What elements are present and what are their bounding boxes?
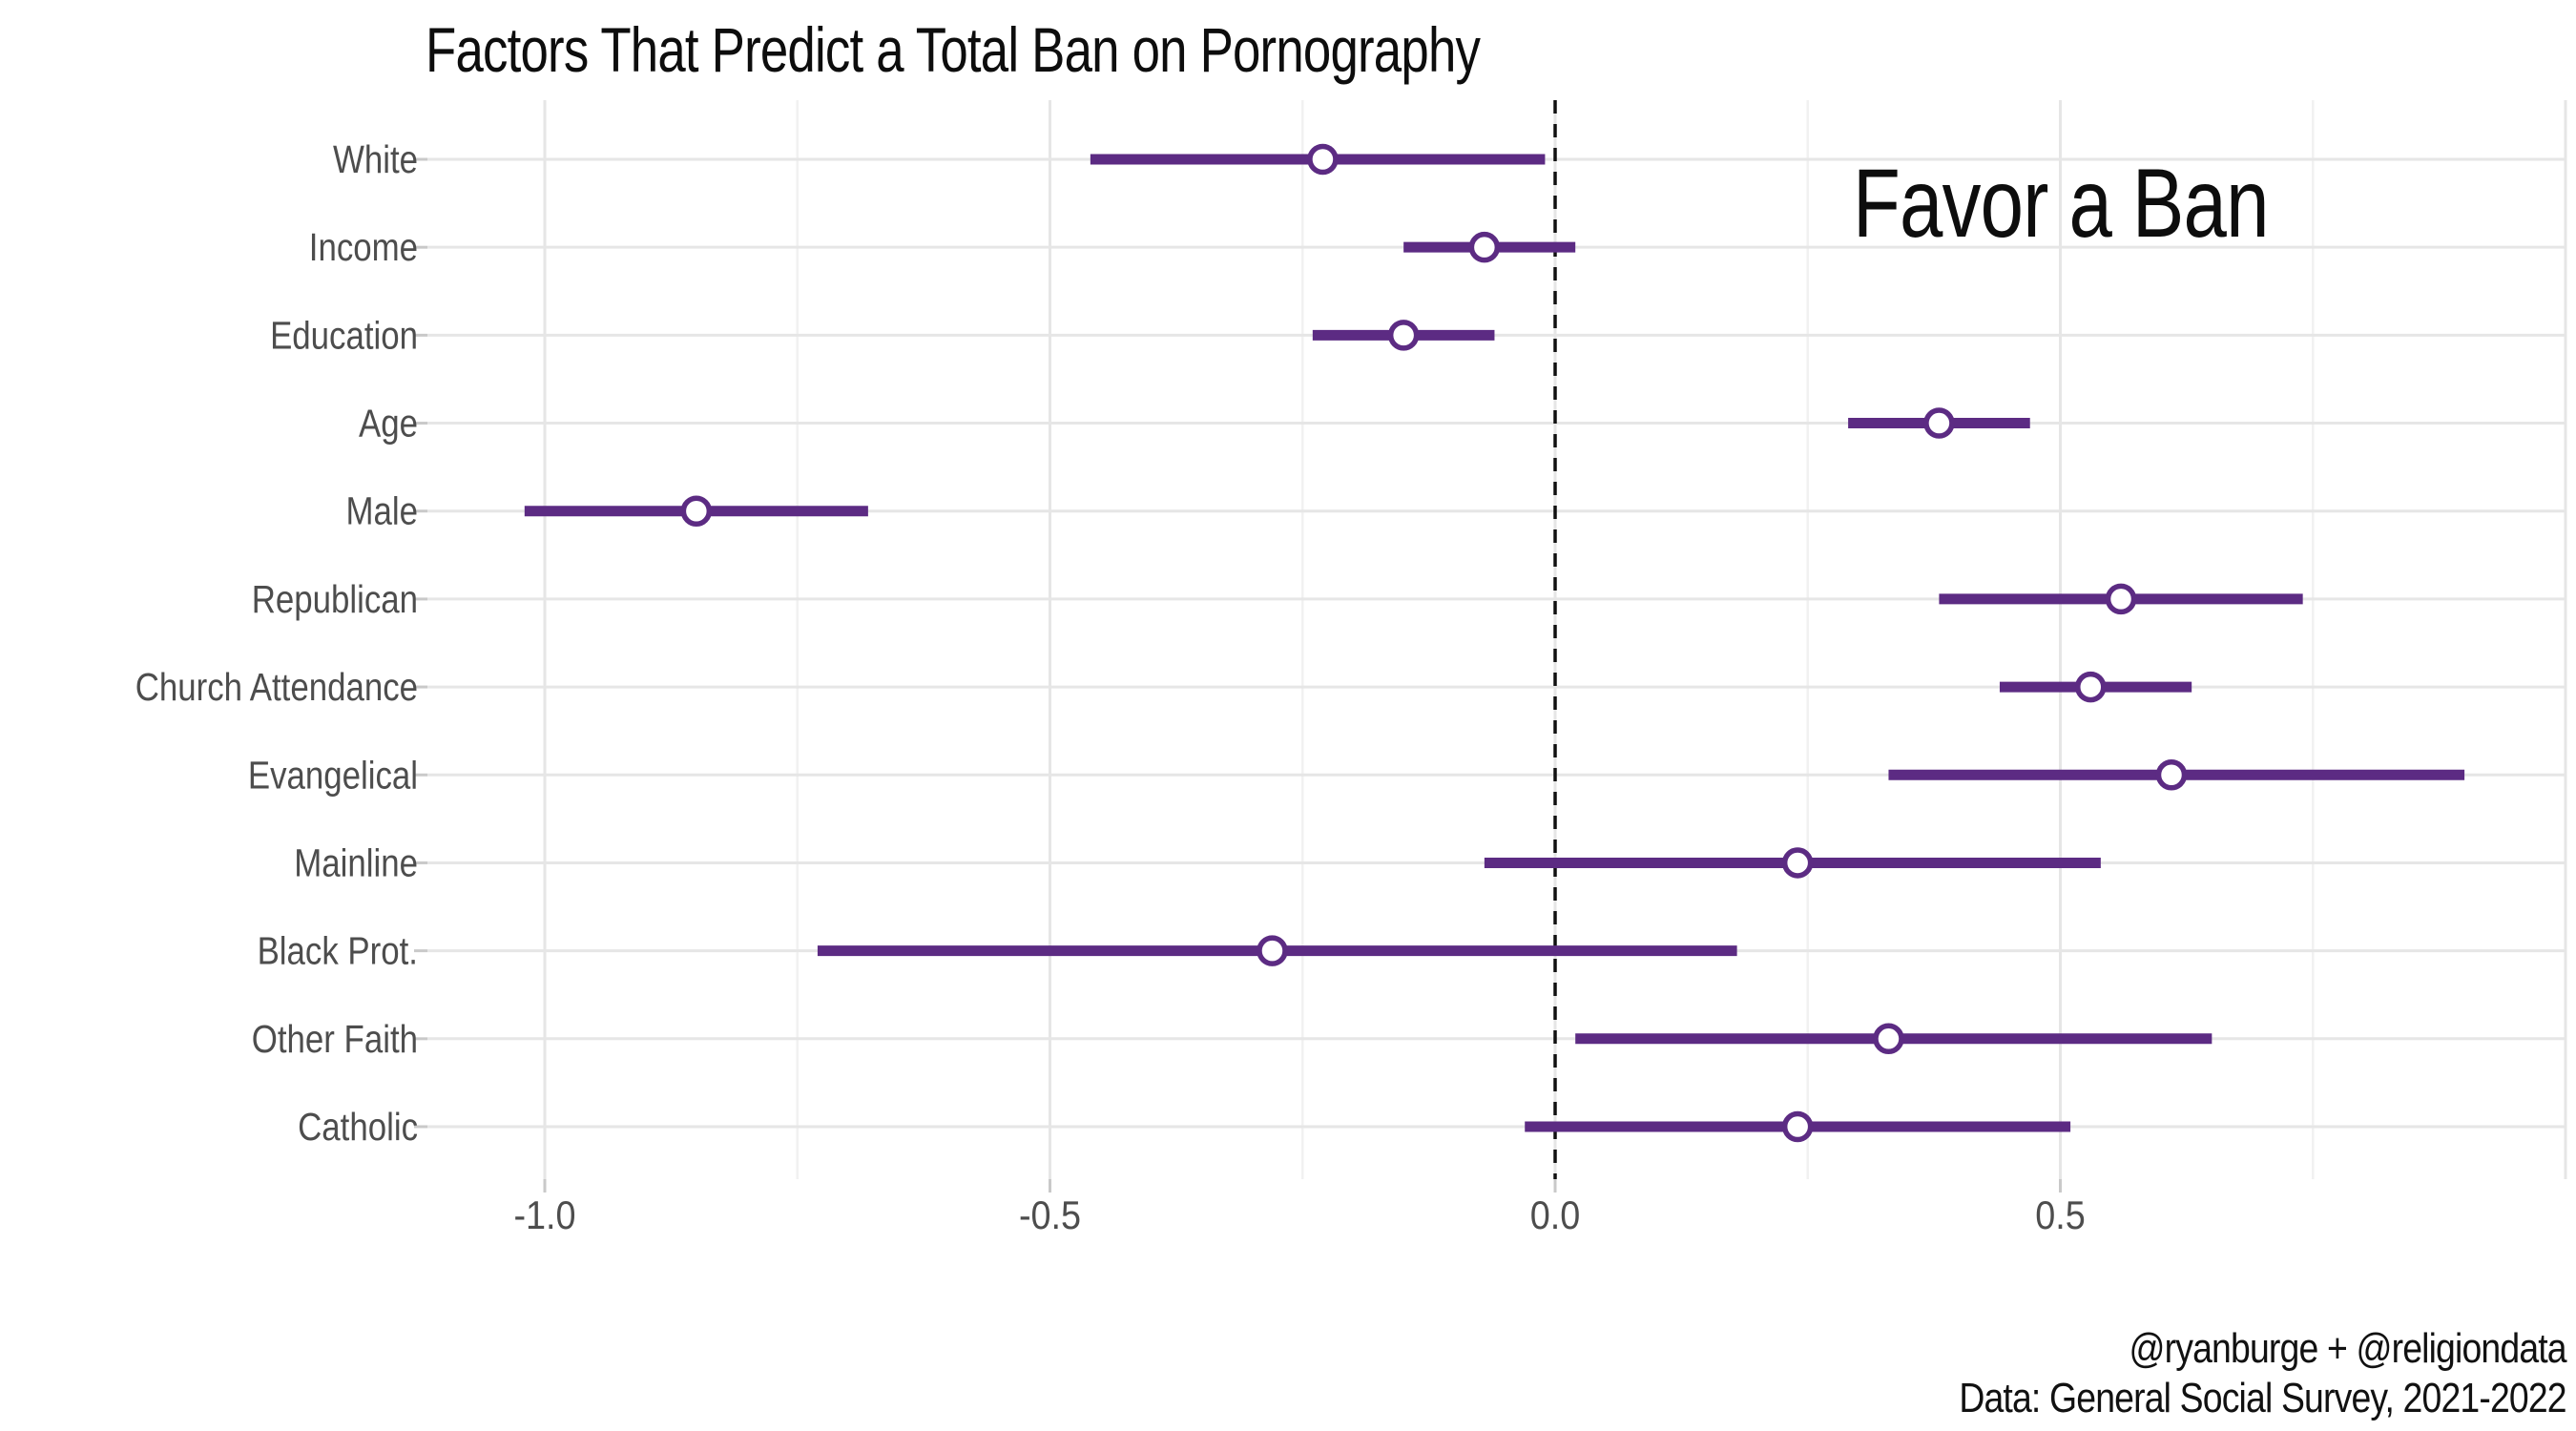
y-axis-label: Evangelical [248, 755, 418, 798]
point-marker [1781, 847, 1814, 879]
point-marker [1468, 231, 1501, 263]
y-axis-label: Age [359, 403, 418, 446]
y-axis-label: Education [270, 315, 418, 358]
y-axis-label: Mainline [294, 842, 418, 885]
point-marker [1923, 407, 1955, 439]
y-axis-label: Church Attendance [135, 667, 418, 710]
point-marker [1387, 320, 1420, 351]
x-tick-label: -0.5 [1019, 1193, 1081, 1237]
y-axis-label: Republican [252, 578, 418, 621]
point-marker [2105, 583, 2137, 615]
caption: @ryanburge + @religiondata Data: General… [1959, 1324, 2567, 1423]
y-axis-label: White [333, 138, 418, 181]
x-tick-label: -1.0 [513, 1193, 575, 1237]
point-marker [1307, 143, 1339, 176]
favor-a-ban-annotation: Favor a Ban [1853, 149, 2269, 258]
y-axis-label: Other Faith [252, 1018, 418, 1061]
caption-source: Data: General Social Survey, 2021-2022 [1959, 1375, 2567, 1422]
point-marker [2155, 759, 2188, 791]
point-marker [1873, 1023, 1904, 1055]
y-axis-label: Black Prot. [258, 930, 418, 973]
x-tick-label: 0.0 [1530, 1193, 1581, 1237]
caption-credit: @ryanburge + @religiondata [2129, 1325, 2567, 1373]
point-marker [680, 495, 713, 527]
y-axis-label: Male [345, 490, 418, 533]
point-marker [2075, 671, 2107, 703]
y-axis-label: Income [309, 227, 418, 270]
point-marker [1257, 935, 1288, 966]
chart-title: Factors That Predict a Total Ban on Porn… [426, 14, 1481, 85]
x-tick-label: 0.5 [2035, 1193, 2086, 1237]
y-axis-label: Catholic [298, 1106, 418, 1149]
point-marker [1781, 1110, 1814, 1143]
